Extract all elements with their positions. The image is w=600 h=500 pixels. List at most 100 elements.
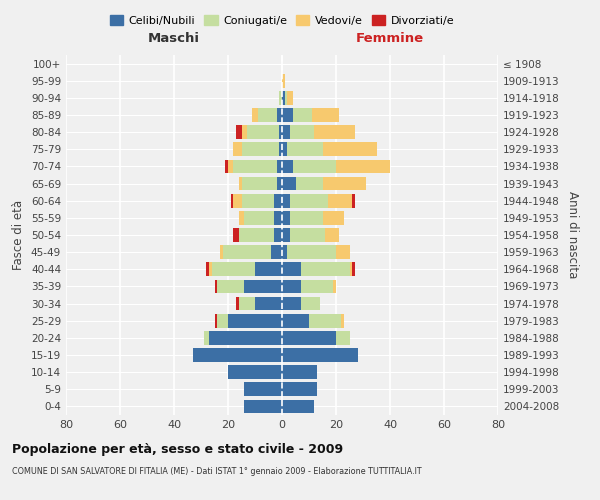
Bar [312,108,338,122]
Bar [280,142,282,156]
Bar [217,314,228,328]
Bar [282,262,301,276]
Bar [239,228,274,242]
Bar [274,194,282,207]
Bar [236,126,241,139]
Bar [233,142,241,156]
Bar [336,246,349,259]
Bar [282,382,317,396]
Bar [239,296,255,310]
Text: Femmine: Femmine [356,32,424,44]
Bar [301,262,349,276]
Bar [301,280,334,293]
Bar [282,246,287,259]
Bar [241,176,277,190]
Bar [244,211,274,224]
Bar [228,366,282,379]
Bar [226,160,228,173]
Text: COMUNE DI SAN SALVATORE DI FITALIA (ME) - Dati ISTAT 1° gennaio 2009 - Elaborazi: COMUNE DI SAN SALVATORE DI FITALIA (ME) … [12,468,422,476]
Bar [290,126,314,139]
Bar [244,280,282,293]
Bar [282,194,290,207]
Bar [215,280,217,293]
Bar [277,160,282,173]
Bar [336,331,349,344]
Bar [209,262,212,276]
Bar [282,296,301,310]
Y-axis label: Anni di nascita: Anni di nascita [566,192,579,278]
Text: Maschi: Maschi [148,32,200,44]
Bar [241,194,274,207]
Bar [215,314,217,328]
Bar [282,160,293,173]
Bar [255,262,282,276]
Bar [247,126,280,139]
Bar [206,262,209,276]
Bar [325,228,338,242]
Bar [274,228,282,242]
Bar [212,262,255,276]
Bar [287,91,293,104]
Bar [220,246,223,259]
Bar [282,331,336,344]
Bar [280,91,282,104]
Bar [271,246,282,259]
Bar [236,296,239,310]
Bar [301,296,320,310]
Bar [282,314,309,328]
Bar [233,228,239,242]
Bar [282,348,358,362]
Bar [282,142,287,156]
Bar [228,160,233,173]
Bar [352,262,355,276]
Bar [233,160,277,173]
Bar [282,400,314,413]
Bar [228,314,282,328]
Bar [282,211,290,224]
Bar [277,108,282,122]
Bar [296,176,323,190]
Bar [258,108,277,122]
Bar [282,91,285,104]
Bar [287,142,323,156]
Bar [209,331,282,344]
Text: Popolazione per età, sesso e stato civile - 2009: Popolazione per età, sesso e stato civil… [12,442,343,456]
Bar [233,194,241,207]
Bar [239,211,244,224]
Y-axis label: Fasce di età: Fasce di età [13,200,25,270]
Bar [282,126,290,139]
Bar [277,176,282,190]
Bar [282,366,317,379]
Bar [293,108,312,122]
Bar [334,280,336,293]
Bar [336,160,390,173]
Bar [282,280,301,293]
Bar [255,296,282,310]
Bar [230,194,233,207]
Bar [239,176,241,190]
Bar [252,108,258,122]
Bar [274,211,282,224]
Bar [328,194,352,207]
Bar [223,246,271,259]
Bar [287,246,336,259]
Bar [244,382,282,396]
Legend: Celibi/Nubili, Coniugati/e, Vedovi/e, Divorziati/e: Celibi/Nubili, Coniugati/e, Vedovi/e, Di… [106,10,458,30]
Bar [323,142,377,156]
Bar [282,74,285,88]
Bar [193,348,282,362]
Bar [280,126,282,139]
Bar [217,280,244,293]
Bar [323,211,344,224]
Bar [341,314,344,328]
Bar [290,211,323,224]
Bar [282,228,290,242]
Bar [244,400,282,413]
Bar [290,194,328,207]
Bar [323,176,366,190]
Bar [241,126,247,139]
Bar [282,176,296,190]
Bar [309,314,341,328]
Bar [352,194,355,207]
Bar [349,262,352,276]
